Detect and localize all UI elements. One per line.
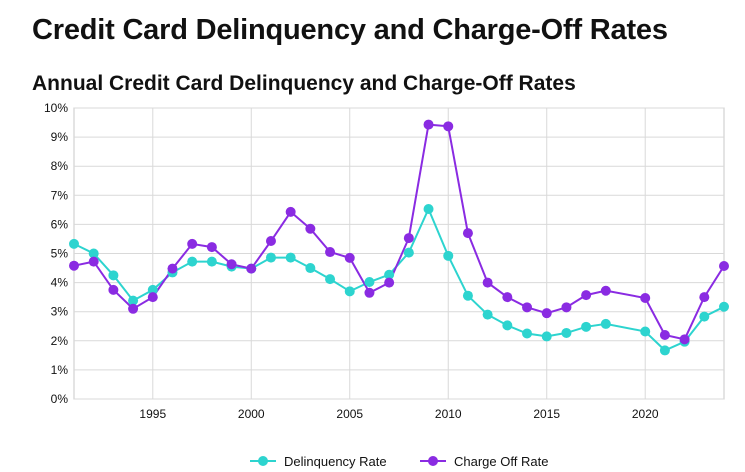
grid: [74, 107, 724, 400]
data-point: [541, 331, 552, 342]
data-point: [403, 233, 414, 244]
legend-label: Charge Off Rate: [454, 454, 548, 469]
data-point: [561, 327, 572, 338]
data-point: [128, 295, 139, 306]
y-tick-label: 3%: [51, 305, 69, 319]
data-point: [482, 309, 493, 320]
data-point: [226, 259, 237, 270]
data-point: [325, 274, 336, 285]
data-point: [659, 345, 670, 356]
data-point: [265, 252, 276, 263]
data-point: [344, 252, 355, 263]
data-point: [88, 256, 99, 267]
data-point: [285, 206, 296, 217]
data-point: [265, 235, 276, 246]
legend-swatch-marker: [258, 456, 268, 466]
y-tick-label: 8%: [51, 159, 69, 173]
data-point: [325, 247, 336, 258]
data-point: [522, 328, 533, 339]
x-tick-label: 2010: [435, 407, 462, 421]
data-point: [462, 228, 473, 239]
series-layer: [69, 119, 729, 356]
data-point: [108, 270, 119, 281]
data-point: [679, 334, 690, 345]
data-point: [699, 292, 710, 303]
data-point: [719, 301, 729, 312]
y-tick-label: 0%: [51, 392, 69, 406]
data-point: [147, 292, 158, 303]
page-title: Credit Card Delinquency and Charge-Off R…: [32, 14, 668, 46]
data-point: [581, 290, 592, 301]
y-tick-label: 10%: [44, 101, 68, 115]
x-tick-label: 2005: [336, 407, 363, 421]
data-point: [640, 326, 651, 337]
x-tick-label: 1995: [139, 407, 166, 421]
data-point: [502, 292, 513, 303]
data-point: [600, 318, 611, 329]
x-tick-label: 2015: [533, 407, 560, 421]
chart-title: Annual Credit Card Delinquency and Charg…: [32, 72, 576, 95]
legend-label: Delinquency Rate: [284, 454, 387, 469]
legend-swatch-marker: [428, 456, 438, 466]
y-tick-label: 2%: [51, 334, 69, 348]
data-point: [167, 263, 178, 274]
data-point: [600, 285, 611, 296]
legend: Delinquency Rate Charge Off Rate: [250, 454, 548, 469]
data-point: [443, 121, 454, 132]
data-point: [206, 242, 217, 253]
data-point: [128, 303, 139, 314]
data-point: [659, 329, 670, 340]
data-point: [522, 302, 533, 313]
data-point: [246, 263, 257, 274]
data-point: [423, 119, 434, 130]
data-point: [541, 308, 552, 319]
data-point: [462, 290, 473, 301]
data-point: [344, 286, 355, 297]
data-point: [719, 261, 729, 272]
data-point: [206, 256, 217, 267]
data-point: [561, 302, 572, 313]
data-point: [69, 260, 79, 271]
x-tick-label: 2000: [238, 407, 265, 421]
data-point: [364, 277, 375, 288]
y-tick-label: 4%: [51, 276, 69, 290]
data-point: [403, 247, 414, 258]
data-point: [423, 203, 434, 214]
data-point: [640, 293, 651, 304]
data-point: [305, 263, 316, 274]
data-point: [69, 238, 79, 249]
data-point: [581, 321, 592, 332]
data-point: [88, 248, 99, 259]
data-point: [285, 252, 296, 263]
data-point: [108, 284, 119, 295]
y-axis: 0% 1% 2% 3% 4% 5% 6% 7% 8% 9% 10%: [44, 101, 68, 406]
data-point: [443, 250, 454, 261]
data-point: [384, 277, 395, 288]
data-point: [305, 223, 316, 234]
x-tick-label: 2020: [632, 407, 659, 421]
y-tick-label: 9%: [51, 130, 69, 144]
x-axis: 1995 2000 2005 2010 2015 2020: [139, 407, 658, 421]
y-tick-label: 7%: [51, 188, 69, 202]
y-tick-label: 5%: [51, 247, 69, 261]
data-point: [187, 256, 198, 267]
data-point: [699, 311, 710, 322]
data-point: [384, 269, 395, 280]
y-tick-label: 6%: [51, 217, 69, 231]
data-point: [482, 277, 493, 288]
data-point: [502, 320, 513, 331]
data-point: [364, 287, 375, 298]
y-tick-label: 1%: [51, 363, 69, 377]
data-point: [187, 238, 198, 249]
data-point: [147, 284, 158, 295]
